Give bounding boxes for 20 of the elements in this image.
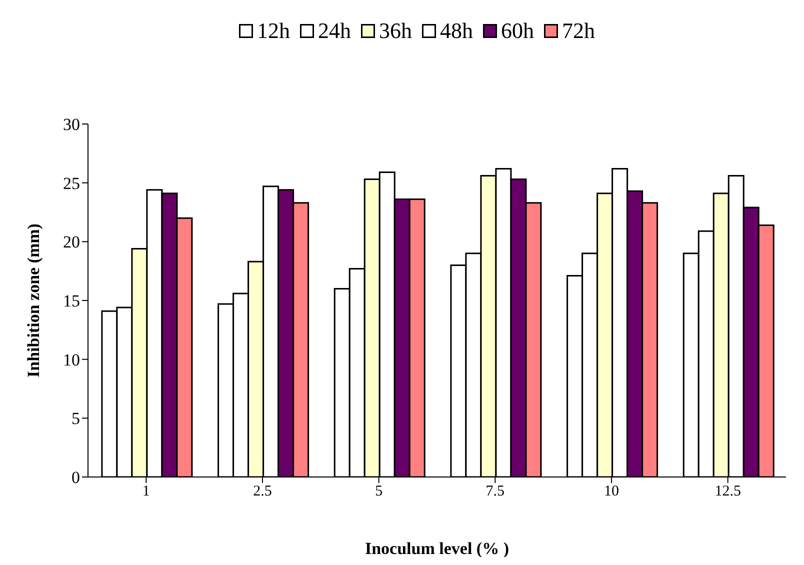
- y-tick-label: 20: [63, 232, 80, 252]
- legend-label: 60h: [501, 18, 534, 44]
- y-tick-label: 5: [72, 409, 80, 428]
- y-tick-label: 25: [63, 174, 80, 193]
- x-tick-label: 5: [375, 484, 383, 500]
- y-tick-label: 15: [63, 292, 80, 311]
- legend-label: 48h: [440, 18, 473, 44]
- x-tick-label: 12.5: [714, 484, 741, 500]
- legend-label: 36h: [379, 18, 412, 44]
- x-tick-label: 7.5: [486, 484, 505, 500]
- legend-label: 24h: [318, 18, 351, 44]
- y-tick-label: 0: [72, 468, 80, 488]
- x-tick-label: 1: [142, 484, 150, 500]
- y-tick-label: 30: [63, 115, 80, 134]
- legend-label: 12h: [257, 18, 290, 44]
- x-tick-label: 2.5: [253, 484, 272, 500]
- y-axis-title: Inhibition zone (mm): [24, 224, 44, 378]
- legend-label: 72h: [562, 18, 595, 44]
- y-tick-label: 10: [63, 350, 80, 370]
- x-tick-label: 10: [604, 484, 619, 500]
